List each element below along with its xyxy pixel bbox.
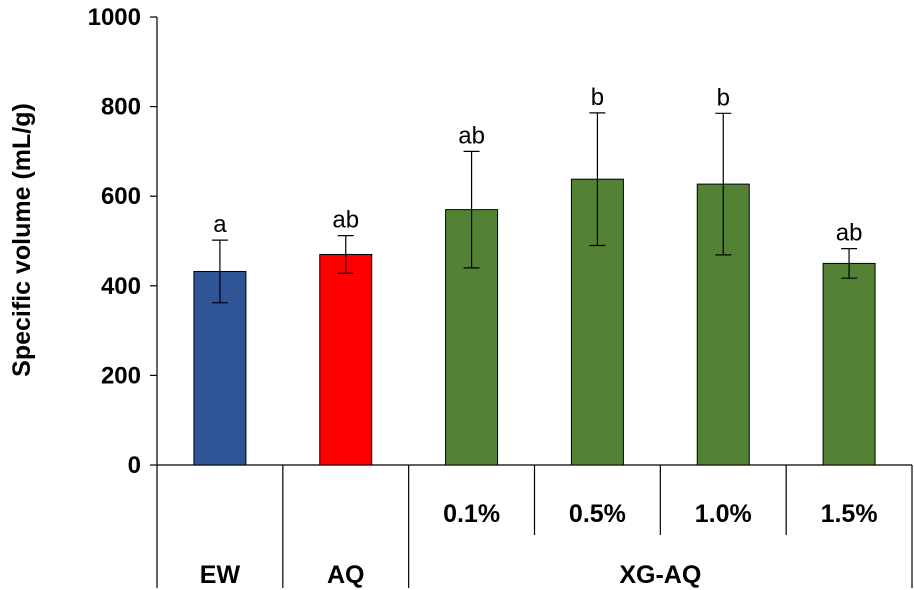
concentration-label: 0.1%	[443, 500, 500, 528]
concentration-label: 1.0%	[695, 500, 752, 528]
y-tick-label: 400	[101, 273, 141, 300]
error-bars	[211, 112, 858, 304]
group-label: AQ	[327, 561, 365, 589]
y-tick-label: 800	[101, 94, 141, 121]
significance-label: ab	[332, 207, 359, 234]
category-labels: 0.1% 0.5% 1.0% 1.5% EW AQ XG-AQ	[200, 500, 878, 589]
y-tick-label: 200	[101, 362, 141, 389]
y-tick-label: 0	[128, 452, 141, 479]
significance-label: b	[717, 84, 730, 111]
concentration-label: 0.5%	[569, 500, 626, 528]
y-axis-title: Specific volume (mL/g)	[8, 103, 36, 377]
bar	[319, 253, 373, 466]
significance-label: ab	[836, 220, 863, 247]
y-tick-label: 600	[101, 183, 141, 210]
axes	[156, 17, 913, 588]
concentration-label: 1.5%	[821, 500, 878, 528]
significance-label: ab	[458, 122, 485, 149]
bars	[193, 178, 876, 466]
significance-label: a	[213, 211, 227, 238]
y-tick-label: 1000	[88, 4, 141, 31]
significance-label: b	[591, 84, 604, 111]
significance-labels: a ab ab b b ab	[213, 84, 862, 247]
bar	[822, 262, 876, 466]
bar	[193, 270, 247, 466]
group-label: EW	[200, 561, 241, 589]
y-ticks: 0 200 400 600 800 1000	[88, 4, 157, 479]
group-label: XG-AQ	[619, 561, 701, 589]
